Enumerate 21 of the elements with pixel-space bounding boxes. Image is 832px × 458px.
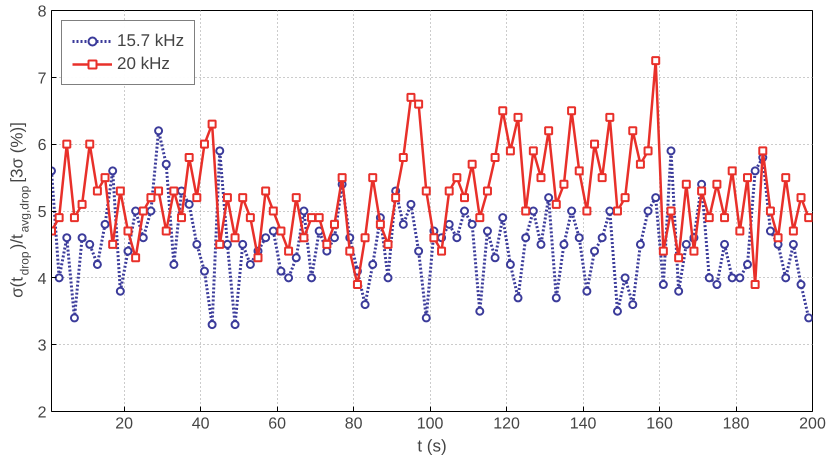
- y-tick-label: 7: [38, 70, 47, 88]
- x-tick-label: 20: [115, 416, 134, 432]
- y-tick-label: 8: [38, 4, 47, 20]
- y-tick-label: 3: [38, 338, 47, 355]
- x-tick-label: 180: [722, 416, 750, 432]
- x-tick-label: 40: [192, 416, 210, 432]
- x-axis-title: t (s): [417, 436, 447, 456]
- y-tick-label: 4: [38, 270, 47, 288]
- y-tick-label: 6: [38, 137, 47, 154]
- x-tick-label: 140: [570, 416, 596, 432]
- legend-label: 15.7 kHz: [117, 31, 184, 51]
- y-axis-title: σ(tdrop)/tavg,drop [3σ (%)]: [8, 122, 32, 298]
- y-tick-label: 2: [38, 404, 47, 422]
- x-tick-label: 200: [799, 416, 826, 432]
- x-tick-label: 120: [493, 416, 520, 432]
- x-tick-label: 160: [646, 416, 673, 432]
- x-tick-label: 80: [344, 416, 363, 432]
- legend-label: 20 kHz: [117, 54, 170, 74]
- x-tick-label: 60: [268, 416, 286, 432]
- y-tick-label: 5: [38, 204, 47, 221]
- x-tick-label: 100: [416, 416, 444, 432]
